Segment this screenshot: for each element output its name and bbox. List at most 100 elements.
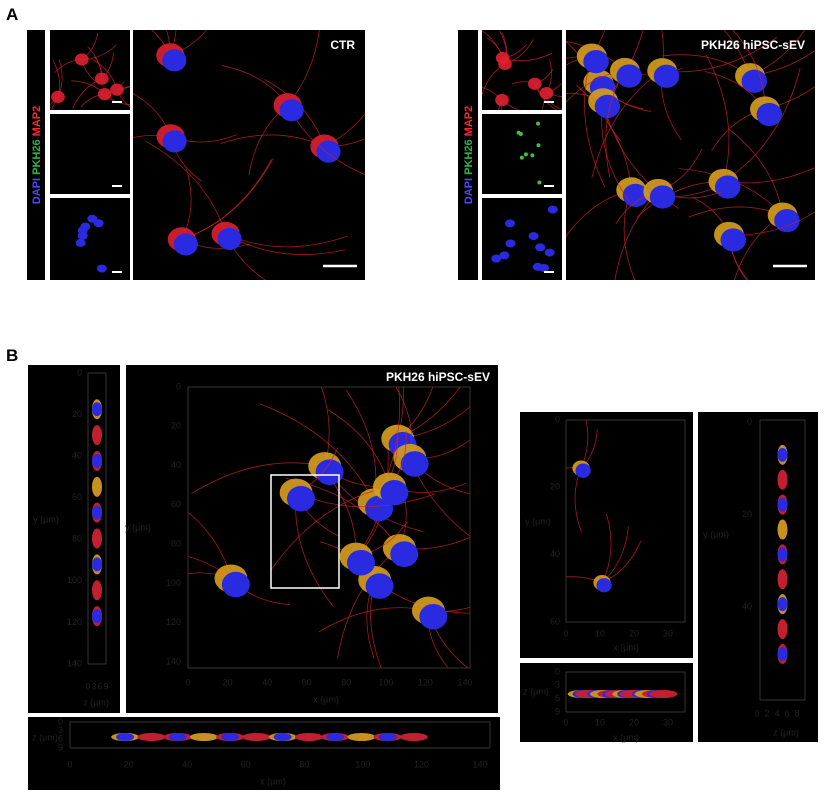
tick-label: 9 xyxy=(103,681,108,691)
tick-label: 100 xyxy=(67,575,82,585)
tick-label: 0 xyxy=(85,681,90,691)
tick-label: 120 xyxy=(414,759,429,769)
tick-label: 60 xyxy=(302,677,312,687)
tick-label: 0 xyxy=(77,367,82,377)
tick-label: 60 xyxy=(550,616,560,626)
tick-label: 80 xyxy=(72,534,82,544)
nucleus xyxy=(583,49,609,74)
nucleus xyxy=(596,578,612,593)
image-content xyxy=(75,214,107,273)
soma xyxy=(97,88,112,101)
tick-label: 40 xyxy=(742,601,752,611)
neurite xyxy=(591,70,663,178)
nucleus-section xyxy=(378,733,397,741)
cell-section xyxy=(189,733,218,741)
vesicle xyxy=(536,143,541,148)
nucleus xyxy=(756,102,783,127)
axis-label: y (µm) xyxy=(703,529,729,539)
vesicle xyxy=(530,153,535,158)
nucleus-section xyxy=(92,557,102,572)
neurite xyxy=(270,486,390,571)
channel-strip xyxy=(458,30,478,280)
nucleus xyxy=(616,64,642,88)
nucleus-section xyxy=(777,497,788,512)
image-panel xyxy=(566,420,685,622)
channel-name: MAP2 xyxy=(463,106,475,137)
cell-section xyxy=(92,528,102,549)
tick-label: 3 xyxy=(58,725,63,735)
nucleus-section xyxy=(116,733,135,741)
vesicle xyxy=(519,155,524,160)
nucleus-section xyxy=(168,733,187,741)
nucleus xyxy=(365,573,394,599)
nucleus xyxy=(499,251,510,260)
tick-label: 0 xyxy=(185,677,190,687)
nucleus-section xyxy=(92,609,102,624)
nucleus-section xyxy=(777,597,788,612)
tick-label: 3 xyxy=(555,680,560,690)
nucleus xyxy=(741,69,768,93)
tick-label: 0 xyxy=(58,716,63,726)
panel-label: A xyxy=(6,5,18,24)
cell-section xyxy=(777,469,788,490)
tick-label: 0 xyxy=(555,414,560,424)
soma xyxy=(495,51,510,65)
tick-label: 120 xyxy=(418,677,433,687)
soma xyxy=(495,93,509,107)
cell-section xyxy=(92,425,102,446)
nucleus xyxy=(380,479,409,506)
axis-label: x (µm) xyxy=(613,732,639,742)
neurite xyxy=(723,68,801,182)
tick-label: 40 xyxy=(550,549,560,559)
image-content xyxy=(188,387,470,668)
channel-label: DAPI PKH26 MAP2 xyxy=(463,106,475,204)
image-content xyxy=(516,121,542,185)
image-content xyxy=(482,30,562,110)
nucleus xyxy=(162,130,187,153)
nucleus xyxy=(217,227,242,250)
tick-label: 9 xyxy=(555,706,560,716)
channel-name: DAPI xyxy=(31,175,43,204)
nucleus xyxy=(774,208,800,233)
nucleus xyxy=(649,185,676,209)
channel-name: MAP2 xyxy=(31,106,43,137)
tick-label: 80 xyxy=(341,677,351,687)
image-panel xyxy=(50,198,130,280)
tick-label: 60 xyxy=(241,759,251,769)
nucleus-section xyxy=(326,733,345,741)
tick-label: 120 xyxy=(67,617,82,627)
tick-label: 140 xyxy=(472,759,487,769)
image-panel xyxy=(50,114,130,194)
soma xyxy=(94,72,109,85)
tick-label: 80 xyxy=(299,759,309,769)
cell-section xyxy=(242,733,271,741)
cell-section xyxy=(92,580,102,601)
cell-section xyxy=(777,619,788,640)
axis-label: y (µm) xyxy=(125,522,151,532)
nucleus-section xyxy=(777,447,788,462)
soma xyxy=(110,83,124,96)
tick-label: 6 xyxy=(97,681,102,691)
tick-label: 6 xyxy=(58,734,63,744)
neurite xyxy=(145,140,226,234)
tick-label: 40 xyxy=(171,460,181,470)
plot-frame xyxy=(187,386,471,669)
tick-label: 10 xyxy=(595,628,605,638)
axis-label: y (µm) xyxy=(525,516,551,526)
image-content xyxy=(566,420,642,593)
neurite xyxy=(259,403,375,503)
nucleus xyxy=(75,238,86,247)
axis-label: x (µm) xyxy=(613,642,639,652)
tick-label: 20 xyxy=(629,628,639,638)
tick-label: 0 xyxy=(563,717,568,727)
nucleus xyxy=(505,219,516,228)
plot-frame xyxy=(565,419,686,623)
image-content xyxy=(491,205,558,272)
tick-label: 30 xyxy=(663,628,673,638)
image-content xyxy=(50,32,130,110)
tick-label: 30 xyxy=(663,717,673,727)
panel-label: B xyxy=(6,346,18,365)
tick-label: 100 xyxy=(166,578,181,588)
nucleus xyxy=(535,243,546,252)
